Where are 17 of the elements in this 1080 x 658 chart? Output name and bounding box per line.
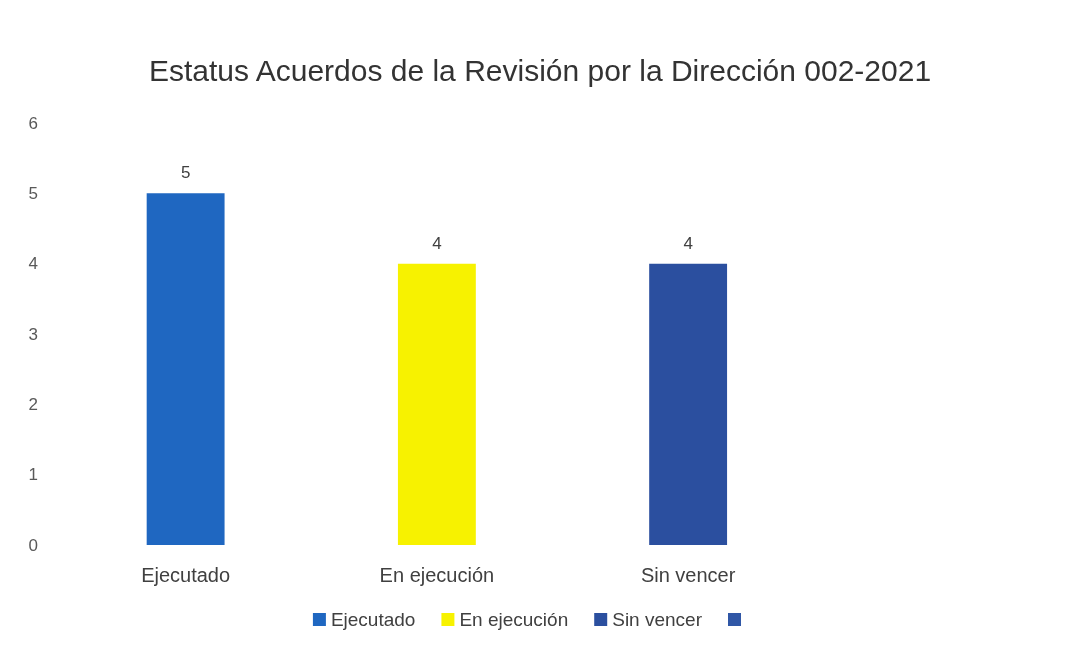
data-label: 4 bbox=[683, 233, 693, 253]
legend-label: En ejecución bbox=[459, 609, 569, 630]
y-tick-label: 1 bbox=[28, 465, 38, 485]
legend-label: Ejecutado bbox=[330, 609, 416, 630]
x-tick-label: Ejecutado bbox=[141, 564, 231, 586]
y-tick-label: 4 bbox=[28, 254, 38, 274]
x-tick-label: En ejecución bbox=[379, 564, 495, 586]
y-tick-label: 2 bbox=[28, 394, 38, 414]
x-tick-label: Sin vencer bbox=[640, 564, 736, 586]
y-tick-label: 5 bbox=[28, 183, 38, 203]
y-tick-label: 3 bbox=[28, 324, 38, 344]
data-label: 5 bbox=[180, 163, 191, 183]
y-tick-label: 6 bbox=[28, 113, 38, 133]
chart-title: Estatus Acuerdos de la Revisión por la Dirección 002-2021 bbox=[148, 53, 932, 87]
y-tick-label: 0 bbox=[28, 535, 38, 555]
data-label: 4 bbox=[432, 233, 442, 253]
legend-label: Sin vencer bbox=[612, 609, 703, 630]
